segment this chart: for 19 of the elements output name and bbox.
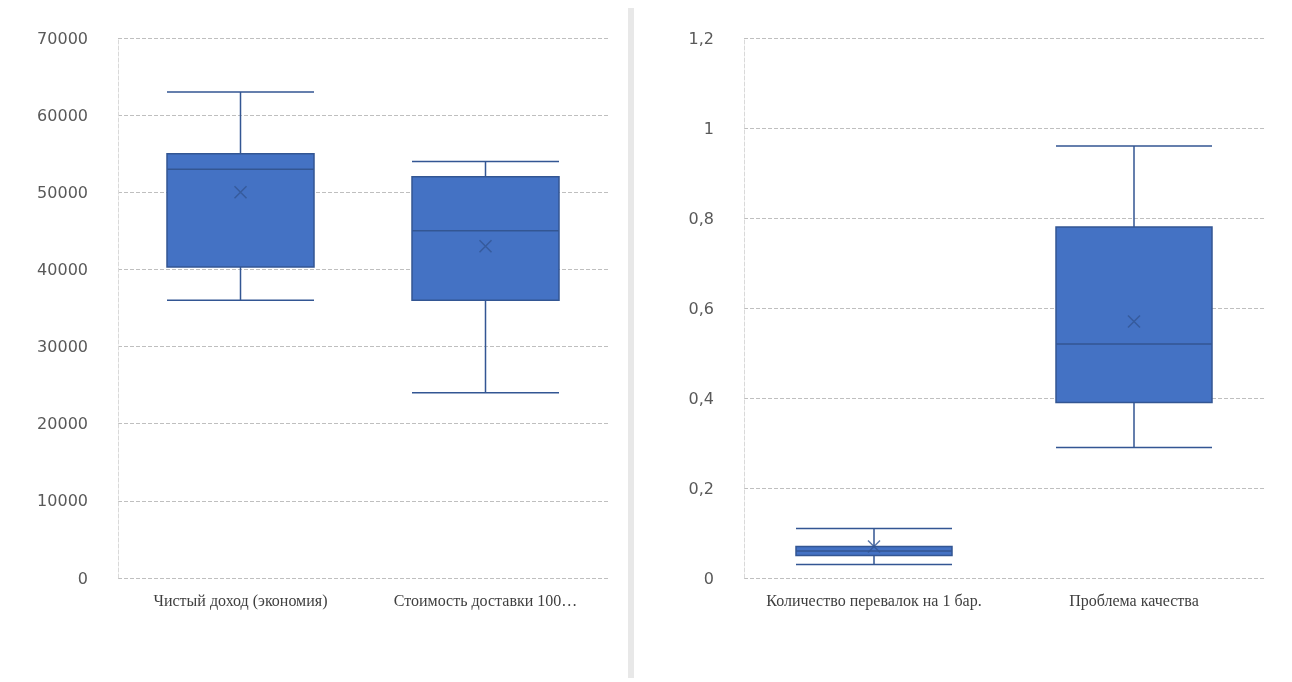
- y-tick-label: 30000: [37, 337, 88, 357]
- y-tick-label: 70000: [37, 28, 88, 48]
- y-tick-label: 1: [703, 118, 714, 138]
- y-tick-label: 1,2: [688, 28, 714, 48]
- x-tick-label: Чистый доход (экономия): [153, 591, 328, 610]
- y-tick-label: 0,2: [688, 478, 714, 498]
- x-tick-label: Количество перевалок на 1 бар.: [766, 591, 982, 610]
- y-tick-label: 0: [703, 568, 714, 588]
- x-tick-label: Стоимость доставки 100…: [393, 591, 578, 610]
- x-tick-label: Проблема качества: [1069, 591, 1199, 610]
- y-tick-label: 20000: [37, 414, 88, 434]
- y-tick-label: 10000: [37, 491, 88, 511]
- y-tick-label: 0,8: [688, 208, 714, 228]
- y-tick-label: 60000: [37, 105, 88, 125]
- y-tick-label: 0: [77, 568, 88, 588]
- y-tick-label: 40000: [37, 259, 88, 279]
- y-tick-label: 0,6: [688, 298, 714, 318]
- y-tick-label: 50000: [37, 182, 88, 202]
- y-tick-label: 0,4: [688, 388, 714, 408]
